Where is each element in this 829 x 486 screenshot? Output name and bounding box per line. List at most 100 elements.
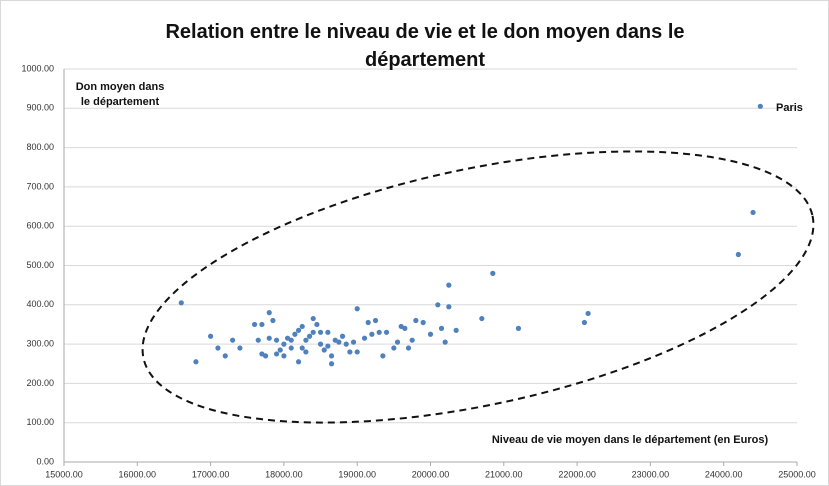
point xyxy=(354,349,360,355)
point xyxy=(479,315,485,322)
point xyxy=(314,321,320,328)
y-tick-label: 600.00 xyxy=(26,221,54,231)
point xyxy=(339,333,346,339)
point xyxy=(281,353,287,359)
x-tick-label: 23000.00 xyxy=(632,469,670,479)
highlight-ellipse xyxy=(141,150,815,424)
point xyxy=(420,319,426,326)
point xyxy=(394,339,401,345)
x-tick-label: 17000.00 xyxy=(192,469,230,479)
point xyxy=(270,317,276,324)
point xyxy=(402,325,408,331)
x-tick-label: 21000.00 xyxy=(485,469,523,479)
point xyxy=(299,345,305,351)
y-tick-label: 0.00 xyxy=(36,456,54,466)
point xyxy=(325,343,331,349)
point xyxy=(262,353,269,359)
grid: 0.00 100.00 200.00 300.00 400.00 500.00 600.00… xyxy=(21,63,815,479)
point xyxy=(317,341,324,347)
point xyxy=(328,353,335,359)
point xyxy=(237,345,243,351)
point xyxy=(288,337,294,343)
point xyxy=(295,359,302,365)
point xyxy=(490,270,496,276)
y-tick-label: 700.00 xyxy=(26,181,54,191)
x-tick-label: 18000.00 xyxy=(265,469,303,479)
point xyxy=(299,323,305,330)
point xyxy=(251,321,258,328)
point xyxy=(446,304,452,310)
point xyxy=(321,347,327,353)
point xyxy=(222,353,228,359)
point xyxy=(380,353,386,359)
point xyxy=(328,361,335,367)
point xyxy=(350,339,357,345)
point xyxy=(273,337,280,343)
y-axis-label: Don moyen dans le département xyxy=(75,81,165,108)
point xyxy=(215,345,221,351)
point xyxy=(372,317,379,324)
point xyxy=(336,339,342,345)
point xyxy=(361,335,368,341)
point xyxy=(208,333,214,339)
point xyxy=(229,337,236,343)
y-tick-label: 400.00 xyxy=(26,299,54,309)
point xyxy=(288,345,294,351)
y-tick-label: 100.00 xyxy=(26,417,54,427)
point xyxy=(413,317,419,324)
x-tick-label: 22000.00 xyxy=(558,469,596,479)
point xyxy=(303,349,309,355)
point xyxy=(409,337,415,343)
point xyxy=(453,327,459,333)
point xyxy=(369,331,375,337)
x-tick-label: 19000.00 xyxy=(338,469,376,479)
point xyxy=(266,335,272,341)
y-tick-label: 800.00 xyxy=(26,142,54,152)
point xyxy=(735,251,741,258)
point xyxy=(266,310,272,316)
point xyxy=(383,329,390,335)
point xyxy=(178,300,184,306)
x-tick-label: 20000.00 xyxy=(412,469,450,479)
marks xyxy=(178,103,763,367)
point xyxy=(310,315,316,322)
point xyxy=(405,345,412,351)
point xyxy=(306,333,313,339)
point xyxy=(292,331,298,337)
point xyxy=(581,319,588,326)
point xyxy=(347,349,353,355)
point xyxy=(259,321,265,328)
point xyxy=(310,329,316,335)
point xyxy=(376,329,382,335)
point xyxy=(585,310,591,317)
point xyxy=(354,306,360,312)
point xyxy=(365,319,371,326)
y-tick-label: 200.00 xyxy=(26,378,54,388)
point xyxy=(750,209,756,216)
point xyxy=(515,325,522,331)
point xyxy=(427,331,434,337)
point xyxy=(317,329,324,335)
point xyxy=(273,351,280,357)
point xyxy=(438,325,445,331)
point xyxy=(343,341,349,347)
chart-title: Relation entre le niveau de vie et le do… xyxy=(165,21,685,71)
y-tick-label: 500.00 xyxy=(26,260,54,270)
point xyxy=(277,347,283,353)
x-tick-label: 16000.00 xyxy=(119,469,157,479)
point xyxy=(281,341,287,347)
x-tick-label: 25000.00 xyxy=(778,469,816,479)
annotation: Paris xyxy=(776,102,803,114)
point xyxy=(325,329,331,335)
point xyxy=(446,282,452,288)
point xyxy=(435,302,441,308)
y-tick-label: 300.00 xyxy=(26,338,54,348)
point xyxy=(255,337,261,343)
y-tick-label: 900.00 xyxy=(26,103,54,113)
point xyxy=(303,337,309,343)
point xyxy=(295,327,302,333)
x-tick-label: 24000.00 xyxy=(705,469,743,479)
point xyxy=(193,359,199,365)
